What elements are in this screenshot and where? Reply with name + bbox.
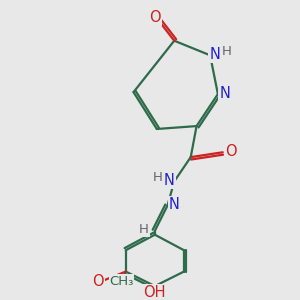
Text: H: H (222, 45, 232, 58)
Text: H: H (139, 224, 149, 236)
Text: N: N (164, 173, 175, 188)
Text: O: O (92, 274, 103, 289)
Text: O: O (149, 10, 161, 25)
Text: CH₃: CH₃ (109, 275, 134, 288)
Text: OH: OH (144, 285, 166, 300)
Text: H: H (153, 171, 163, 184)
Text: O: O (225, 144, 236, 159)
Text: N: N (209, 47, 220, 62)
Text: N: N (169, 197, 180, 212)
Text: N: N (219, 85, 230, 100)
